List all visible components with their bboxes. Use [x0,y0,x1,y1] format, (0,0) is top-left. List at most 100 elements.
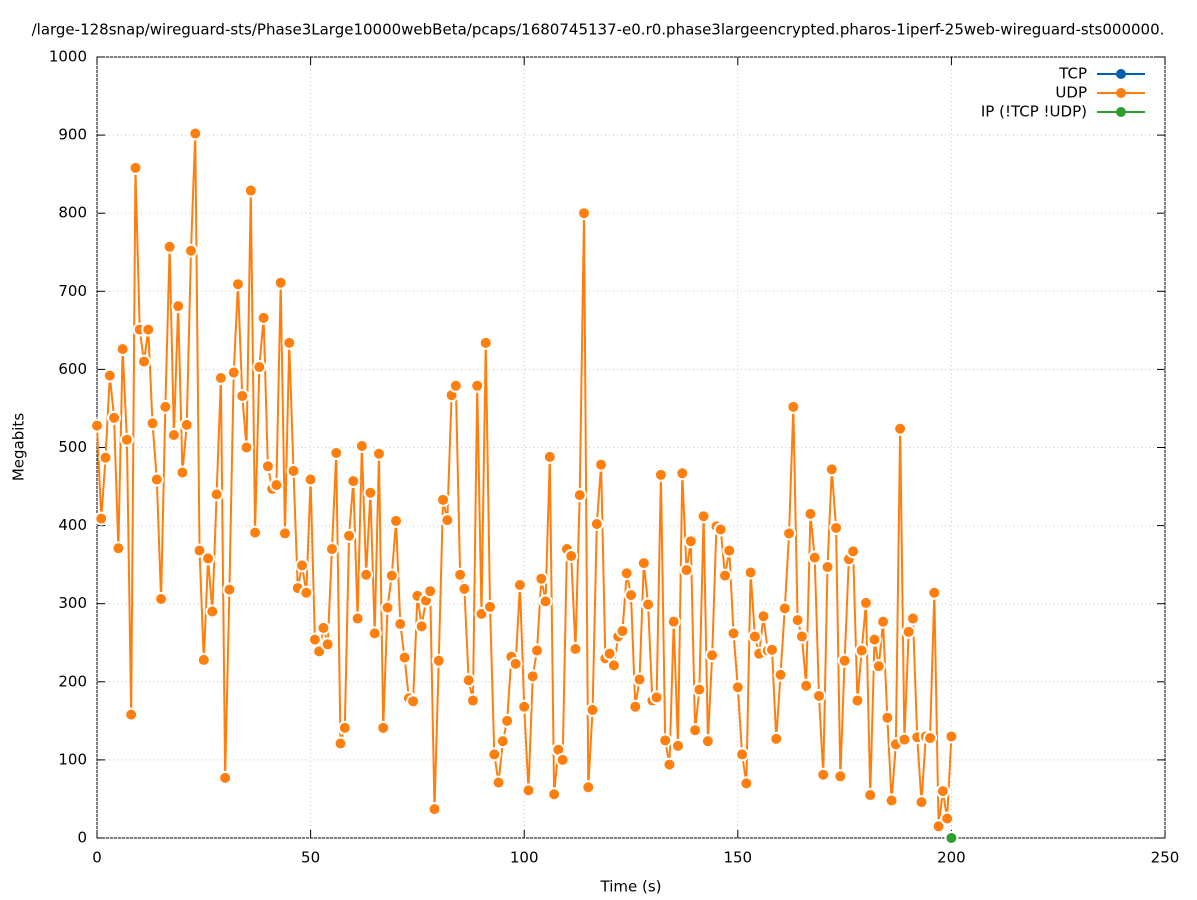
data-point [829,520,844,535]
data-point [397,650,412,665]
data-point [884,793,899,808]
data-point [448,378,463,393]
data-point [346,474,361,489]
data-point [594,457,609,472]
data-point [201,551,216,566]
x-tick-label: 200 [937,849,966,867]
legend-swatch [1116,88,1126,98]
data-point [867,632,882,647]
data-point [837,653,852,668]
y-axis-label: Megabits [10,413,28,481]
data-point [923,731,938,746]
data-point [354,438,369,453]
data-point [337,720,352,735]
data-point [166,428,181,443]
y-tick-label: 200 [58,672,87,690]
data-point [803,506,818,521]
data-point [384,568,399,583]
data-point [901,624,916,639]
data-point [252,360,267,375]
data-point [115,342,130,357]
data-point [679,563,694,578]
data-point [427,802,442,817]
data-point [183,243,198,258]
data-point [389,513,404,528]
data-point [431,653,446,668]
y-tick-label: 700 [58,282,87,300]
y-tick-label: 800 [58,204,87,222]
data-point [824,462,839,477]
data-point [333,736,348,751]
data-point [534,571,549,586]
data-point [119,432,134,447]
y-tick-label: 900 [58,126,87,144]
data-point [636,556,651,571]
data-point [764,642,779,657]
data-point [538,594,553,609]
data-point [799,678,814,693]
data-point [730,680,745,695]
data-point [158,399,173,414]
data-point [790,613,805,628]
data-point [98,450,113,465]
data-point [102,368,117,383]
data-point [149,472,164,487]
data-point [628,699,643,714]
data-point [277,526,292,541]
data-point [316,620,331,635]
data-point [269,477,284,492]
data-point [213,370,228,385]
data-point [154,592,169,607]
data-point [205,604,220,619]
x-tick-label: 250 [1151,849,1180,867]
data-point [585,702,600,717]
data-point [542,449,557,464]
data-point [726,626,741,641]
data-point [547,787,562,802]
data-point [162,239,177,254]
data-point [675,466,690,481]
data-point [863,788,878,803]
data-point [141,322,156,337]
data-point [666,614,681,629]
legend-swatch [1116,69,1126,79]
data-point [393,617,408,632]
data-point [927,585,942,600]
data-point [517,699,532,714]
data-point [649,690,664,705]
data-point [572,488,587,503]
data-point [944,729,959,744]
data-point [367,626,382,641]
data-point [414,619,429,634]
legend-label: IP (!TCP !UDP) [981,103,1087,121]
y-tick-label: 100 [58,750,87,768]
data-point [286,463,301,478]
legend-label: TCP [1058,65,1087,83]
data-point [94,511,109,526]
data-point [735,747,750,762]
x-tick-label: 150 [723,849,752,867]
data-point [641,597,656,612]
data-point [145,416,160,431]
data-point [897,732,912,747]
data-point [282,335,297,350]
data-point [470,378,485,393]
data-point [658,733,673,748]
data-point [500,713,515,728]
data-point [931,819,946,834]
data-point [893,421,908,436]
data-point [230,277,245,292]
data-point [124,707,139,722]
data-point [871,659,886,674]
data-point [478,335,493,350]
data-point [491,775,506,790]
data-point [260,459,275,474]
data-point [248,525,263,540]
data-point [850,693,865,708]
data-point [107,410,122,425]
data-point [295,558,310,573]
legend-swatch [1116,107,1126,117]
y-tick-label: 1000 [49,48,87,66]
data-point [683,534,698,549]
data-point [273,275,288,290]
